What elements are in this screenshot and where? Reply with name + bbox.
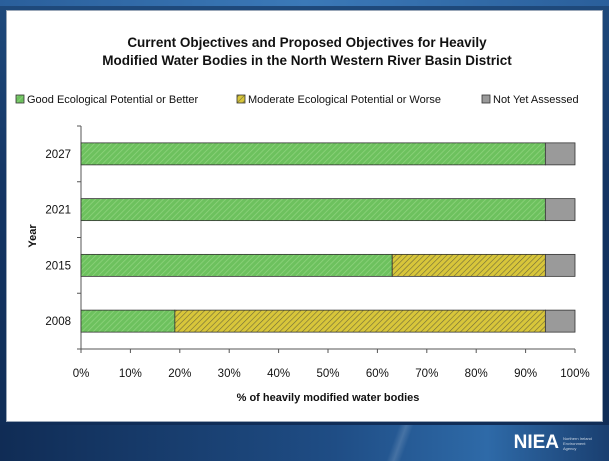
x-tick-label: 90% <box>514 368 537 380</box>
chart-title-line-2: Modified Water Bodies in the North Weste… <box>102 53 512 68</box>
x-tick-label: 80% <box>465 368 488 380</box>
y-tick-label: 2008 <box>45 316 71 328</box>
bar-segment <box>80 198 546 222</box>
bar-segment <box>391 253 546 277</box>
legend-swatch <box>481 94 491 104</box>
y-tick-label: 2021 <box>45 205 71 217</box>
footer-accent <box>370 425 430 461</box>
bar-segment <box>544 142 576 166</box>
legend-item: Moderate Ecological Potential or Worse <box>236 94 441 106</box>
y-axis-title: Year <box>27 224 39 248</box>
chart-title-line-1: Current Objectives and Proposed Objectiv… <box>127 35 487 50</box>
logo-subtext: Northern Ireland Environment Agency <box>563 435 592 451</box>
x-tick-label: 20% <box>168 368 191 380</box>
legend-swatch <box>236 94 246 104</box>
bar-segment <box>80 142 546 166</box>
x-axis-title: % of heavily modified water bodies <box>237 392 420 404</box>
x-tick-label: 100% <box>560 368 589 380</box>
legend-item: Good Ecological Potential or Better <box>15 94 199 106</box>
x-tick-label: 50% <box>316 368 339 380</box>
legend-swatch <box>15 94 25 104</box>
x-tick-label: 0% <box>73 368 90 380</box>
bar-segment <box>544 253 576 277</box>
x-tick-label: 40% <box>267 368 290 380</box>
legend-label: Moderate Ecological Potential or Worse <box>248 94 441 106</box>
legend-label: Not Yet Assessed <box>493 94 579 106</box>
bar-segment <box>80 253 393 277</box>
y-tick-label: 2015 <box>45 260 71 272</box>
legend-label: Good Ecological Potential or Better <box>27 94 199 106</box>
plot-area: 0% 10% 20% 30% 40% 50% 60% 70% 80% 90% 100% 2027 202… <box>45 125 590 380</box>
x-tick-label: 30% <box>218 368 241 380</box>
x-tick-label: 10% <box>119 368 142 380</box>
x-tick-label: 60% <box>366 368 389 380</box>
logo-mark: NIEA <box>513 432 559 453</box>
top-strip <box>0 0 609 6</box>
bar-segment <box>544 309 576 333</box>
bar-segment <box>174 309 546 333</box>
footer-bar <box>0 425 609 461</box>
x-tick-label: 70% <box>415 368 438 380</box>
legend-item: Not Yet Assessed <box>481 94 579 106</box>
legend: Good Ecological Potential or Better Moder… <box>15 94 579 106</box>
bar-segment <box>80 309 176 333</box>
y-tick-label: 2027 <box>45 149 71 161</box>
bar-segment <box>544 198 576 222</box>
niea-logo: NIEA Northern Ireland Environment Agency <box>514 431 599 455</box>
